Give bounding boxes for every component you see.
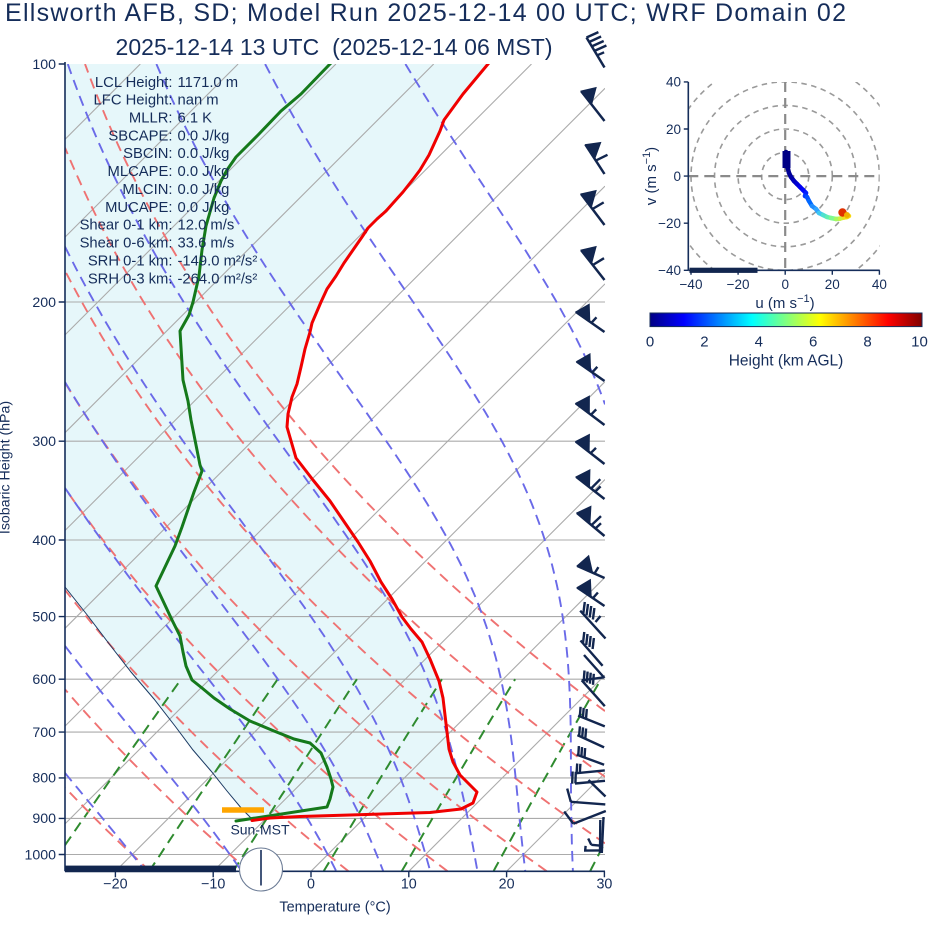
svg-text:SRH 0-3 km:: SRH 0-3 km: [88, 271, 173, 287]
svg-text:Sun-MST: Sun-MST [230, 822, 290, 838]
svg-text:0.0 J/kg: 0.0 J/kg [178, 182, 230, 198]
svg-text:200: 200 [32, 295, 56, 311]
svg-text:SBCAPE:: SBCAPE: [108, 128, 172, 144]
svg-text:8: 8 [863, 334, 871, 351]
svg-text:SBCIN:: SBCIN: [123, 146, 172, 162]
svg-text:MUCAPE:: MUCAPE: [105, 200, 172, 216]
svg-text:Shear 0-6 km:: Shear 0-6 km: [80, 236, 173, 252]
svg-text:10: 10 [401, 877, 417, 893]
svg-text:40: 40 [872, 277, 887, 292]
svg-text:0.0 J/kg: 0.0 J/kg [178, 164, 230, 180]
svg-text:−40: −40 [658, 263, 681, 278]
svg-text:−20: −20 [103, 877, 127, 893]
svg-text:SRH 0-1 km:: SRH 0-1 km: [88, 253, 173, 269]
svg-text:100: 100 [32, 57, 56, 73]
svg-text:6: 6 [809, 334, 817, 351]
svg-text:0.0 J/kg: 0.0 J/kg [178, 146, 230, 162]
svg-text:33.6 m/s: 33.6 m/s [178, 236, 235, 252]
svg-text:20: 20 [825, 277, 840, 292]
svg-text:−20: −20 [727, 277, 750, 292]
svg-text:−20: −20 [658, 216, 681, 231]
svg-text:300: 300 [32, 434, 56, 450]
svg-text:Isobaric Height (hPa): Isobaric Height (hPa) [0, 401, 14, 534]
svg-text:0.0 J/kg: 0.0 J/kg [178, 128, 230, 144]
svg-text:-149.0 m²/s²: -149.0 m²/s² [178, 253, 258, 269]
svg-text:40: 40 [666, 75, 681, 90]
svg-text:LCL Height:: LCL Height: [95, 75, 173, 91]
svg-text:800: 800 [32, 771, 56, 787]
svg-text:Temperature (°C): Temperature (°C) [279, 900, 390, 916]
svg-text:500: 500 [32, 609, 56, 625]
svg-text:MLCAPE:: MLCAPE: [108, 164, 173, 180]
svg-text:−40: −40 [680, 277, 703, 292]
svg-text:0: 0 [673, 169, 681, 184]
svg-text:−10: −10 [201, 877, 225, 893]
svg-text:20: 20 [666, 122, 681, 137]
svg-text:MLCIN:: MLCIN: [122, 182, 172, 198]
svg-text:6.1 K: 6.1 K [178, 111, 213, 127]
svg-text:0: 0 [307, 877, 315, 893]
svg-text:0: 0 [646, 334, 654, 351]
svg-text:10: 10 [911, 334, 928, 351]
svg-text:2025-12-14 13 UTC (2025-12-14: 2025-12-14 13 UTC (2025-12-14 06 MST) [116, 34, 553, 60]
svg-text:700: 700 [32, 725, 56, 741]
svg-text:1000: 1000 [24, 847, 56, 863]
svg-text:20: 20 [499, 877, 515, 893]
svg-text:600: 600 [32, 672, 56, 688]
svg-text:0.0 J/kg: 0.0 J/kg [178, 200, 230, 216]
svg-text:12.0 m/s: 12.0 m/s [178, 218, 235, 234]
svg-text:1171.0 m: 1171.0 m [178, 75, 239, 91]
svg-text:900: 900 [32, 811, 56, 827]
svg-text:MLLR:: MLLR: [129, 111, 173, 127]
svg-text:Height (km AGL): Height (km AGL) [729, 353, 844, 370]
svg-text:nan m: nan m [178, 93, 219, 109]
svg-text:0: 0 [781, 277, 789, 292]
svg-text:LFC Height:: LFC Height: [94, 93, 173, 109]
svg-text:400: 400 [32, 533, 56, 549]
svg-text:2: 2 [700, 334, 708, 351]
svg-text:30: 30 [596, 877, 612, 893]
svg-text:-264.0 m²/s²: -264.0 m²/s² [178, 271, 258, 287]
svg-text:4: 4 [755, 334, 763, 351]
svg-text:Ellsworth AFB, SD; Model Run 2: Ellsworth AFB, SD; Model Run 2025-12-14 … [5, 0, 846, 27]
svg-text:Shear 0-1 km:: Shear 0-1 km: [80, 218, 173, 234]
